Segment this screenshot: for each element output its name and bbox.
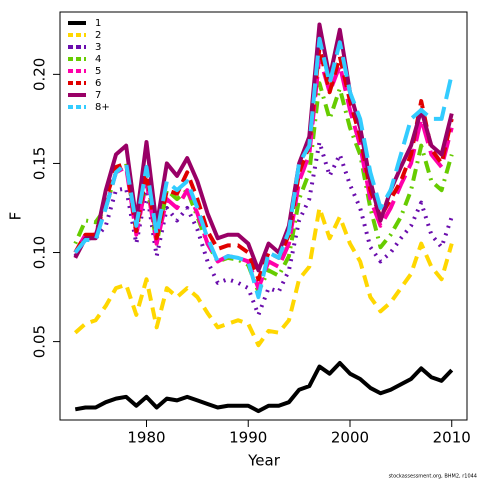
legend-label: 5 — [95, 66, 101, 77]
series-line — [74, 360, 454, 414]
plot-frame — [59, 11, 468, 421]
y-axis-title: F — [7, 212, 25, 221]
y-tick-label: 0.20 — [31, 58, 49, 91]
legend-label: 8+ — [95, 102, 110, 113]
y-tick-label: 0.10 — [31, 236, 49, 269]
series-line — [73, 22, 454, 273]
x-axis-title: Year — [247, 452, 281, 470]
legend-label: 2 — [95, 30, 101, 41]
x-tick-label: 2010 — [433, 429, 471, 447]
y-tick-label: 0.05 — [31, 325, 49, 358]
x-tick-label: 2000 — [331, 429, 369, 447]
footnote: stockassessment.org, BHM2, r1044 — [389, 474, 477, 480]
series-line — [73, 36, 454, 300]
x-tick-label: 1990 — [229, 429, 267, 447]
legend-label: 3 — [95, 42, 101, 53]
y-tick-label: 0.15 — [31, 147, 49, 180]
legend-label: 1 — [95, 18, 101, 29]
legend-label: 6 — [95, 78, 101, 89]
x-tick-label: 1980 — [127, 429, 165, 447]
legend-label: 4 — [95, 54, 101, 65]
legend-label: 7 — [95, 90, 101, 101]
